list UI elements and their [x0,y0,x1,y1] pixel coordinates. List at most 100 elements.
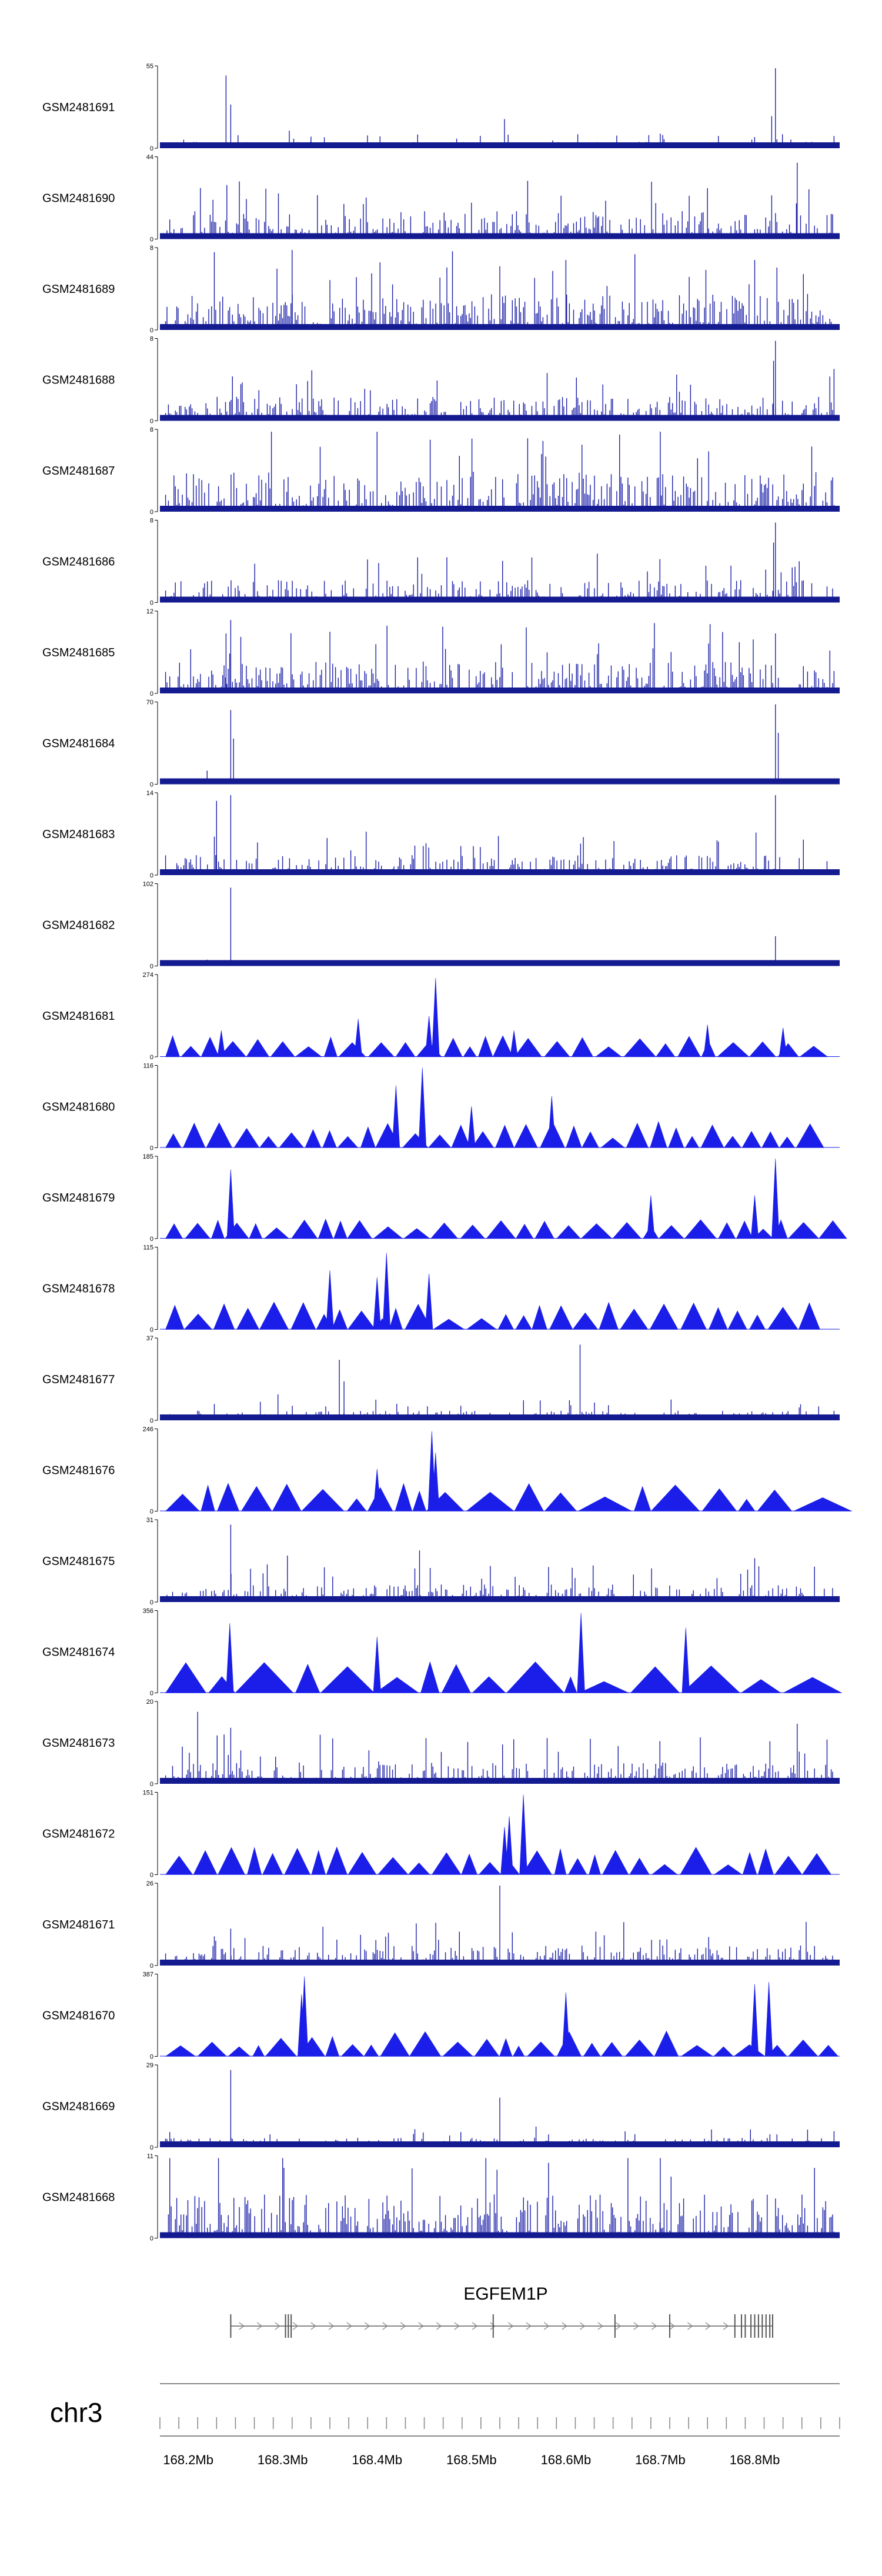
y-tick-label-zero: 0 [150,2144,153,2151]
signal-baseline-band [160,324,840,330]
signal-area [165,1794,832,1875]
track-GSM2481680: GSM2481680 116 0 [42,1063,840,1152]
y-tick-label-max: 8 [150,518,153,525]
y-tick-label-zero: 0 [150,1872,153,1879]
y-tick-label-max: 151 [143,1790,153,1797]
strand-arrow-icon [597,2322,603,2330]
track-label: GSM2481687 [42,465,115,478]
track-label: GSM2481679 [42,1192,115,1204]
genome-axis-tick-label: 168.3Mb [258,2452,308,2467]
strand-arrow-icon [275,2322,280,2330]
strand-arrow-icon [436,2322,442,2330]
y-tick-label-zero: 0 [150,509,153,516]
genome-axis-tick-label: 168.5Mb [446,2452,497,2467]
signal-baseline-band [160,142,840,148]
track-GSM2481687: GSM2481687 8 0 [42,426,840,516]
track-GSM2481685: GSM2481685 12 0 [42,608,840,698]
signal-bars [165,341,835,421]
signal-bars [165,1886,835,1966]
track-GSM2481684: GSM2481684 70 0 [42,699,840,789]
signal-bars [165,162,833,239]
strand-arrow-icon [526,2322,532,2330]
track-GSM2481668: GSM2481668 11 0 [42,2153,840,2243]
strand-arrow-icon [490,2322,496,2330]
y-tick-label-max: 55 [146,63,153,70]
y-tick-label-max: 115 [143,1244,153,1252]
y-tick-label-max: 11 [147,2153,153,2160]
track-label: GSM2481672 [42,1828,115,1841]
track-label: GSM2481685 [42,646,115,659]
track-GSM2481669: GSM2481669 29 0 [42,2062,840,2151]
track-GSM2481691: GSM2481691 55 0 [42,63,840,152]
signal-baseline-band [160,688,840,693]
signal-baseline-band [160,1960,840,1966]
y-tick-label-max: 20 [146,1699,153,1706]
strand-arrow-icon [346,2322,352,2330]
signal-baseline-band [160,869,840,875]
track-label: GSM2481675 [42,1555,115,1568]
y-tick-label-zero: 0 [150,2235,153,2243]
strand-arrow-icon [562,2322,567,2330]
y-tick-label-zero: 0 [150,1054,153,1061]
y-tick-label-zero: 0 [150,1417,153,1424]
y-tick-label-max: 12 [146,608,153,615]
y-tick-label-max: 37 [146,1335,153,1342]
track-label: GSM2481676 [42,1464,115,1477]
track-GSM2481674: GSM2481674 356 0 [42,1608,842,1697]
y-tick-label-zero: 0 [150,872,153,879]
signal-area [165,1976,839,2057]
signal-bars [165,620,835,693]
strand-arrow-icon [723,2322,729,2330]
genome-axis-tick-label: 168.4Mb [352,2452,402,2467]
strand-arrow-icon [633,2322,639,2330]
strand-arrow-icon [239,2322,245,2330]
signal-bars [165,2070,835,2147]
strand-arrow-icon [543,2322,550,2330]
track-label: GSM2481682 [42,919,115,932]
signal-baseline-band [160,596,840,603]
strand-arrow-icon [454,2322,460,2330]
track-label: GSM2481684 [42,738,115,750]
signal-baseline-band [160,2141,840,2147]
track-GSM2481682: GSM2481682 102 0 [42,881,840,970]
track-label: GSM2481680 [42,1101,115,1114]
strand-arrow-icon [256,2322,263,2330]
signal-bars [166,2158,835,2238]
track-GSM2481679: GSM2481679 185 0 [42,1153,847,1243]
signal-baseline-band [160,1778,840,1784]
y-tick-label-max: 44 [146,154,153,161]
gene-annotation-track: EGFEM1P [230,2284,774,2338]
track-GSM2481677: GSM2481677 37 0 [42,1335,840,1424]
y-tick-label-max: 70 [146,699,153,706]
track-GSM2481683: GSM2481683 14 0 [42,790,840,879]
track-GSM2481686: GSM2481686 8 0 [42,518,840,607]
y-tick-label-zero: 0 [150,1781,153,1788]
y-tick-label-zero: 0 [150,1236,153,1243]
track-label: GSM2481668 [42,2191,115,2204]
signal-baseline-band [160,415,840,421]
track-GSM2481672: GSM2481672 151 0 [42,1790,840,1879]
strand-arrow-icon [382,2322,388,2330]
strand-arrow-icon [328,2322,335,2330]
track-label: GSM2481670 [42,2010,115,2023]
signal-bars [165,795,835,875]
y-tick-label-zero: 0 [150,1509,153,1516]
signal-area [165,1613,842,1693]
y-tick-label-max: 31 [146,1517,153,1524]
signal-baseline-band [160,506,840,512]
signal-bars [168,887,832,966]
track-label: GSM2481678 [42,1283,115,1296]
track-label: GSM2481683 [42,828,115,841]
y-tick-label-zero: 0 [150,690,153,698]
y-tick-label-zero: 0 [150,236,153,243]
genome-axis-track: chr3 168.2Mb 168.3Mb 168.4Mb 168.5Mb 168.6Mb… [50,2383,840,2467]
strand-arrow-icon [705,2322,711,2330]
signal-area [165,1431,852,1511]
track-label: GSM2481681 [42,1010,115,1023]
y-tick-label-max: 102 [143,881,153,888]
track-GSM2481681: GSM2481681 274 0 [42,972,840,1061]
signal-bars [165,522,835,603]
strand-arrow-icon [669,2322,675,2330]
y-tick-label-zero: 0 [150,1963,153,1970]
track-label: GSM2481677 [42,1373,115,1386]
